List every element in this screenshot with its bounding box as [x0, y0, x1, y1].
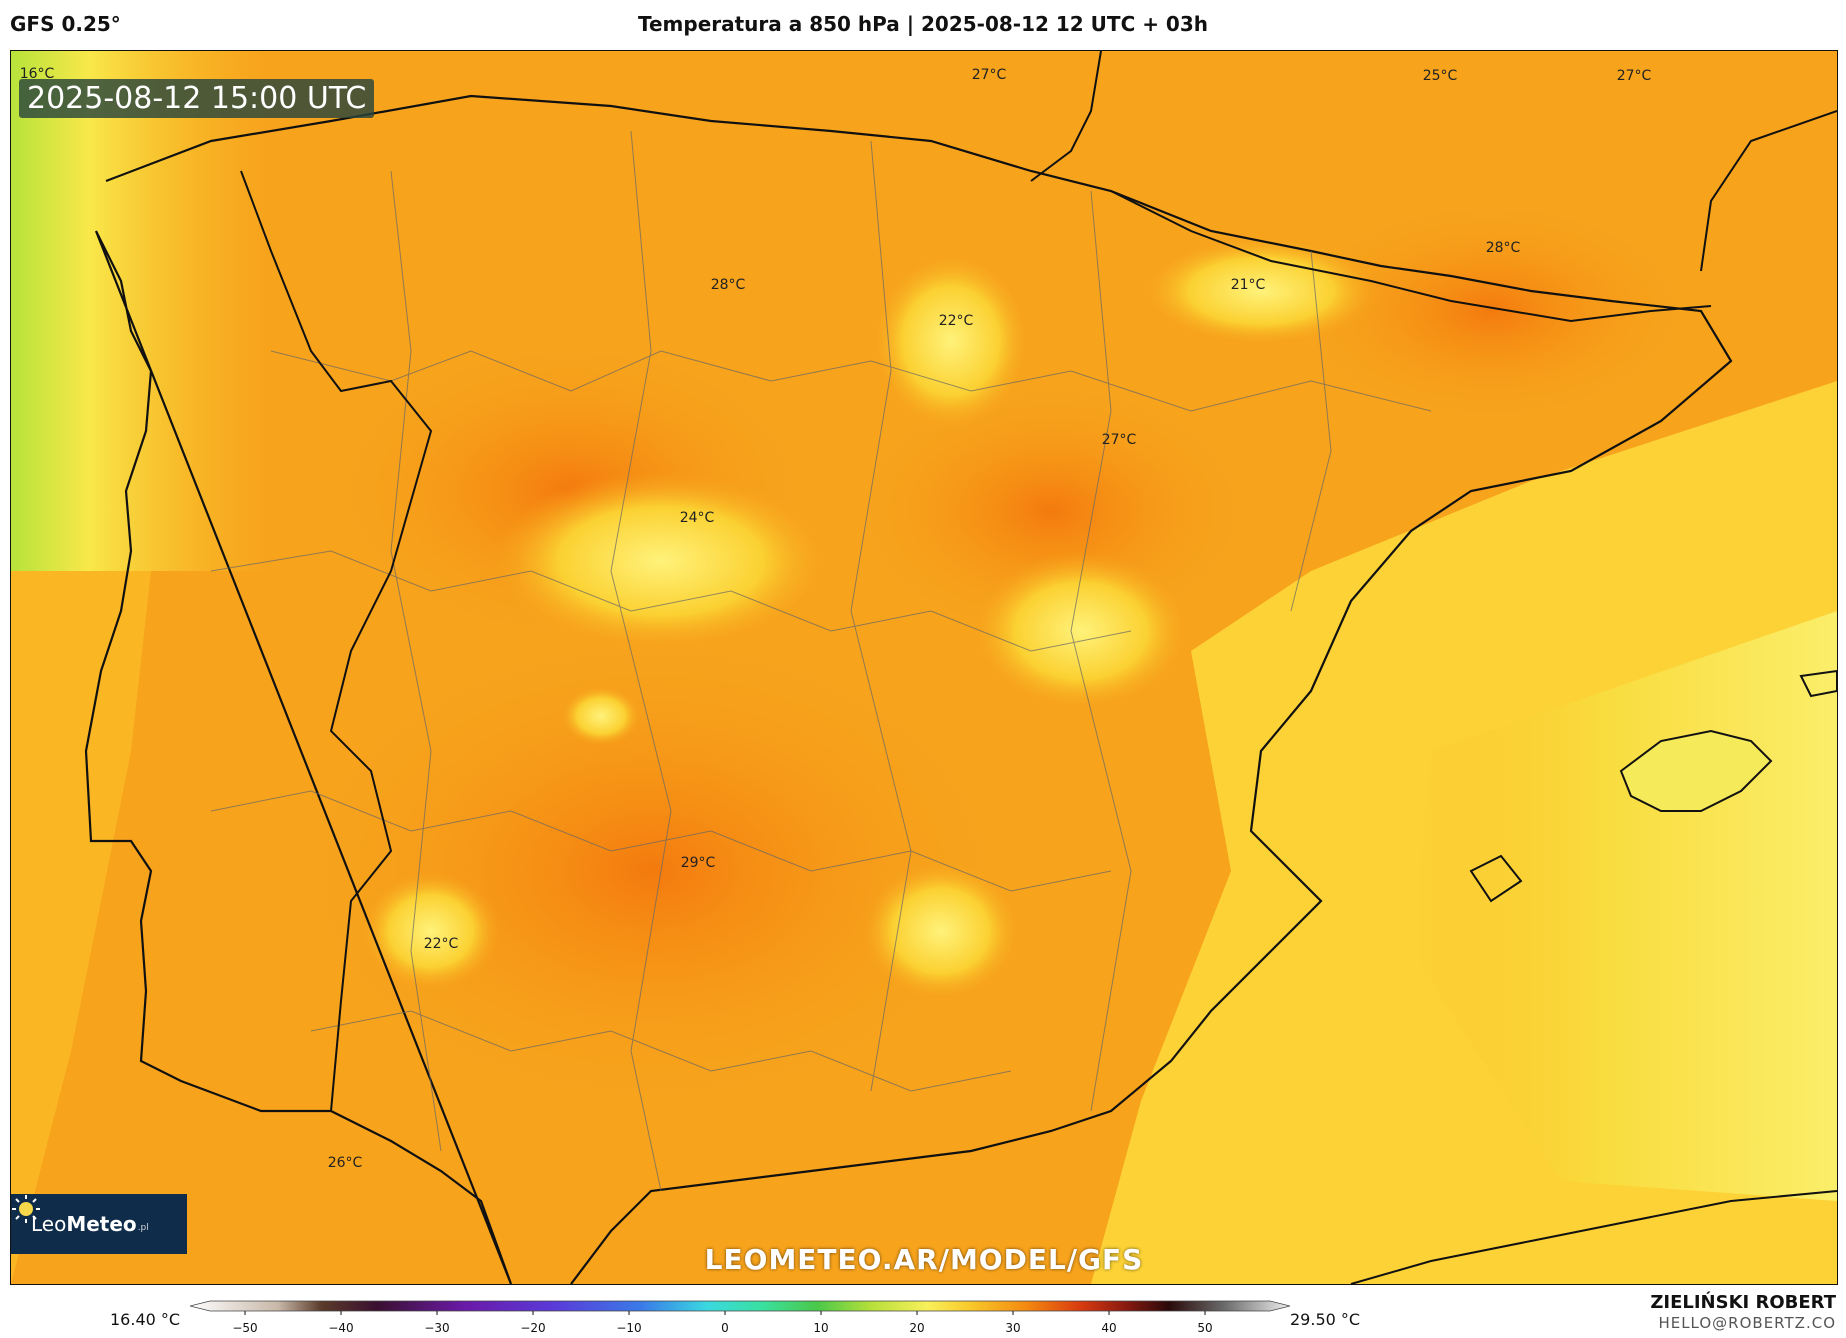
temp-label: 28°C — [1485, 240, 1521, 256]
province-borders — [210, 130, 1432, 1192]
temp-label: 21°C — [1230, 277, 1266, 293]
portugal-border — [240, 170, 433, 1112]
colorbar-tick: −20 — [520, 1321, 545, 1335]
model-label: GFS 0.25° — [10, 12, 121, 36]
menorca — [1799, 669, 1837, 698]
colorbar: −50 −40 −30 −20 −10 0 10 20 30 40 50 — [190, 1300, 1290, 1335]
colorbar-tick: −50 — [232, 1321, 257, 1335]
colorbar-tick: 30 — [1005, 1321, 1020, 1335]
temp-label: 22°C — [423, 936, 459, 952]
colorbar-tick: 40 — [1101, 1321, 1116, 1335]
colorbar-tick: −10 — [616, 1321, 641, 1335]
author-email[interactable]: HELLO@ROBERTZ.CO — [1658, 1314, 1836, 1332]
valid-time-badge: 2025-08-12 15:00 UTC — [19, 79, 375, 118]
colorbar-tick: 50 — [1197, 1321, 1212, 1335]
temp-label: 25°C — [1422, 68, 1458, 84]
temperature-map — [11, 51, 1837, 1284]
logo-bold: Meteo — [66, 1212, 137, 1236]
temp-label: 28°C — [710, 277, 746, 293]
leometeo-logo[interactable]: LeoMeteo .pl — [11, 1194, 187, 1254]
temp-label: 24°C — [679, 510, 715, 526]
colorbar-ticks: −50 −40 −30 −20 −10 0 10 20 30 40 50 — [232, 1311, 1213, 1335]
coastline — [84, 94, 1733, 1284]
colorbar-tick: 20 — [909, 1321, 924, 1335]
colorbar-tick: 10 — [813, 1321, 828, 1335]
colorbar-tick: 0 — [721, 1321, 729, 1335]
sun-icon — [12, 1195, 40, 1223]
ibiza — [1469, 854, 1523, 903]
colorbar-tick: −30 — [424, 1321, 449, 1335]
watermark-url: LEOMETEO.AR/MODEL/GFS — [704, 1243, 1144, 1276]
author-name: ZIELIŃSKI ROBERT — [1650, 1292, 1836, 1313]
temp-label: 27°C — [1616, 68, 1652, 84]
chart-title: Temperatura a 850 hPa | 2025-08-12 12 UT… — [637, 12, 1208, 36]
logo-prefix: Leo — [31, 1212, 67, 1236]
temp-label: 27°C — [1101, 432, 1137, 448]
temp-label: 22°C — [938, 313, 974, 329]
colorbar-min-label: 16.40 °C — [110, 1310, 181, 1329]
temp-label: 16°C — [19, 66, 55, 82]
colorbar-max-label: 29.50 °C — [1290, 1310, 1361, 1329]
logo-suffix: .pl — [137, 1223, 149, 1233]
mallorca — [1619, 729, 1773, 812]
temp-label: 29°C — [680, 855, 716, 871]
map-frame[interactable]: 2025-08-12 15:00 UTC 16°C 27°C 25°C 27°C… — [10, 50, 1838, 1285]
colorbar-tick: −40 — [328, 1321, 353, 1335]
temp-label: 26°C — [327, 1155, 363, 1171]
temp-label: 27°C — [971, 67, 1007, 83]
